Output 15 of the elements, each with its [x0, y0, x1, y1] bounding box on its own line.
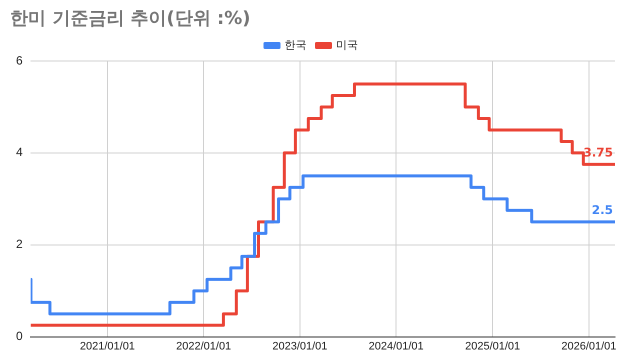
x-tick-label: 2025/01/01 [465, 340, 520, 352]
legend-label: 한국 [284, 38, 306, 52]
data-label: 3.75 [583, 146, 613, 160]
y-tick-label: 0 [16, 329, 23, 344]
legend-label: 미국 [336, 38, 358, 52]
x-tick-label: 2026/01/01 [561, 340, 616, 352]
x-tick-label: 2022/01/01 [176, 340, 232, 352]
data-label: 2.5 [592, 203, 613, 218]
y-tick-label: 2 [16, 237, 23, 252]
x-tick-label: 2021/01/01 [80, 340, 135, 352]
x-tick-label: 2023/01/01 [272, 340, 328, 352]
chart-title: 한미 기준금리 추이(단위 :%) [10, 7, 250, 30]
x-tick-label: 2024/01/01 [368, 340, 424, 352]
y-tick-label: 6 [16, 53, 23, 68]
y-tick-label: 4 [16, 145, 23, 160]
